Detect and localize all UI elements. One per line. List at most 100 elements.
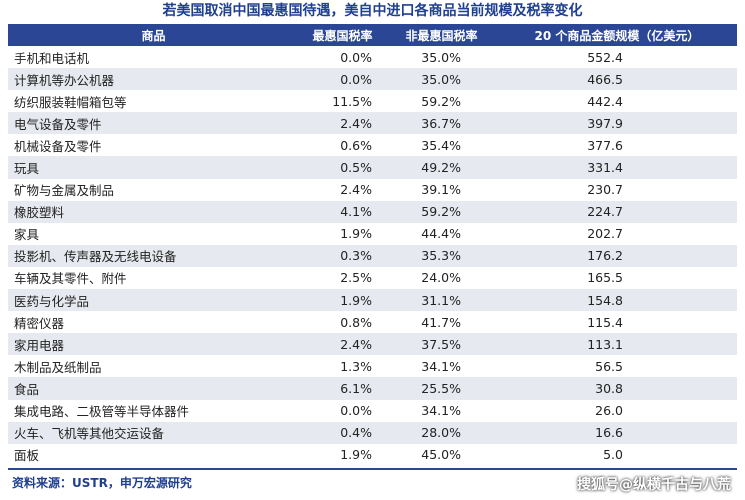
cell-import-value: 397.9	[587, 115, 623, 131]
cell-mfn-rate: 0.3%	[340, 248, 372, 264]
table-row: 家具 1.9% 44.4% 202.7	[8, 222, 737, 245]
cell-mfn-rate: 2.4%	[340, 115, 372, 131]
cell-product: 计算机等办公机器	[14, 72, 115, 88]
table-row: 纺织服装鞋帽箱包等 11.5% 59.2% 442.4	[8, 90, 737, 113]
table-row: 集成电路、二极管等半导体器件 0.0% 34.1% 26.0	[8, 399, 737, 422]
table-row: 计算机等办公机器 0.0% 35.0% 466.5	[8, 68, 737, 91]
table-row: 食品 6.1% 25.5% 30.8	[8, 377, 737, 400]
tariff-table: 商品 最惠国税率 非最惠国税率 20 个商品金额规模（亿美元） 手机和电话机 0.…	[8, 24, 737, 466]
cell-import-value: 30.8	[595, 380, 623, 396]
cell-non-mfn-rate: 28.0%	[421, 425, 461, 441]
cell-mfn-rate: 0.4%	[340, 425, 372, 441]
cell-product: 家具	[14, 227, 40, 243]
table-row: 精密仪器 0.8% 41.7% 115.4	[8, 311, 737, 334]
table-row: 矿物与金属及制品 2.4% 39.1% 230.7	[8, 178, 737, 201]
cell-import-value: 56.5	[595, 358, 623, 374]
cell-mfn-rate: 1.9%	[340, 226, 372, 242]
cell-product: 矿物与金属及制品	[14, 183, 115, 199]
header-non-mfn-rate: 非最惠国税率	[405, 28, 478, 43]
cell-non-mfn-rate: 35.0%	[421, 71, 461, 87]
cell-non-mfn-rate: 35.3%	[421, 248, 461, 264]
cell-non-mfn-rate: 49.2%	[421, 160, 461, 176]
cell-non-mfn-rate: 34.1%	[421, 403, 461, 419]
table-row: 木制品及纸制品 1.3% 34.1% 56.5	[8, 355, 737, 378]
cell-non-mfn-rate: 44.4%	[421, 226, 461, 242]
table-title: 若美国取消中国最惠国待遇，美自中进口各商品当前规模及税率变化	[162, 3, 583, 19]
cell-non-mfn-rate: 45.0%	[421, 447, 461, 463]
cell-mfn-rate: 1.3%	[340, 358, 372, 374]
cell-mfn-rate: 2.4%	[340, 182, 372, 198]
table-row: 橡胶塑料 4.1% 59.2% 224.7	[8, 200, 737, 223]
cell-product: 车辆及其零件、附件	[14, 271, 127, 287]
cell-non-mfn-rate: 36.7%	[421, 115, 461, 131]
table-row: 机械设备及零件 0.6% 35.4% 377.6	[8, 134, 737, 157]
cell-import-value: 154.8	[587, 292, 623, 308]
cell-product: 橡胶塑料	[14, 205, 65, 221]
cell-non-mfn-rate: 24.0%	[421, 270, 461, 286]
cell-import-value: 442.4	[587, 93, 623, 109]
table-bottom-rule	[8, 468, 737, 470]
cell-non-mfn-rate: 35.4%	[421, 137, 461, 153]
source-note: 资料来源：USTR，申万宏源研究	[12, 476, 192, 490]
table-row: 手机和电话机 0.0% 35.0% 552.4	[8, 46, 737, 69]
cell-non-mfn-rate: 59.2%	[421, 93, 461, 109]
cell-mfn-rate: 2.5%	[340, 270, 372, 286]
cell-non-mfn-rate: 34.1%	[421, 358, 461, 374]
cell-product: 集成电路、二极管等半导体器件	[14, 404, 190, 420]
cell-import-value: 26.0	[595, 403, 623, 419]
header-mfn-rate: 最惠国税率	[312, 28, 373, 43]
cell-mfn-rate: 11.5%	[332, 93, 372, 109]
cell-mfn-rate: 2.4%	[340, 336, 372, 352]
cell-import-value: 113.1	[587, 336, 623, 352]
cell-import-value: 165.5	[587, 270, 623, 286]
cell-product: 机械设备及零件	[14, 138, 102, 154]
cell-import-value: 230.7	[587, 182, 623, 198]
cell-non-mfn-rate: 39.1%	[421, 182, 461, 198]
cell-product: 木制品及纸制品	[14, 359, 102, 375]
cell-mfn-rate: 0.8%	[340, 314, 372, 330]
cell-non-mfn-rate: 37.5%	[421, 336, 461, 352]
cell-product: 精密仪器	[14, 315, 65, 331]
table-header-row: 商品 最惠国税率 非最惠国税率 20 个商品金额规模（亿美元）	[8, 24, 737, 46]
cell-mfn-rate: 1.9%	[340, 292, 372, 308]
cell-mfn-rate: 6.1%	[340, 380, 372, 396]
cell-product: 家用电器	[14, 337, 65, 353]
cell-non-mfn-rate: 41.7%	[421, 314, 461, 330]
cell-non-mfn-rate: 25.5%	[421, 380, 461, 396]
table-row: 火车、飞机等其他交运设备 0.4% 28.0% 16.6	[8, 421, 737, 444]
cell-import-value: 115.4	[587, 314, 623, 330]
cell-import-value: 552.4	[587, 49, 623, 65]
watermark: 搜狐号@纵横千古与八荒	[577, 477, 731, 493]
table-row: 家用电器 2.4% 37.5% 113.1	[8, 333, 737, 356]
cell-product: 电气设备及零件	[14, 116, 102, 132]
table-row: 医药与化学品 1.9% 31.1% 154.8	[8, 289, 737, 312]
table-row: 面板 1.9% 45.0% 5.0	[8, 443, 737, 466]
cell-import-value: 5.0	[603, 447, 623, 463]
cell-mfn-rate: 0.6%	[340, 137, 372, 153]
cell-import-value: 377.6	[587, 137, 623, 153]
cell-non-mfn-rate: 59.2%	[421, 204, 461, 220]
table-row: 车辆及其零件、附件 2.5% 24.0% 165.5	[8, 266, 737, 290]
cell-import-value: 466.5	[587, 71, 623, 87]
cell-mfn-rate: 0.0%	[340, 71, 372, 87]
cell-non-mfn-rate: 31.1%	[421, 292, 461, 308]
cell-product: 手机和电话机	[14, 50, 90, 66]
table-row: 玩具 0.5% 49.2% 331.4	[8, 156, 737, 179]
cell-product: 面板	[14, 448, 40, 464]
cell-import-value: 224.7	[587, 204, 623, 220]
table-row: 电气设备及零件 2.4% 36.7% 397.9	[8, 112, 737, 135]
header-import-value: 20 个商品金额规模（亿美元）	[534, 28, 700, 43]
cell-import-value: 202.7	[587, 226, 623, 242]
cell-product: 玩具	[14, 161, 40, 177]
cell-mfn-rate: 0.0%	[340, 403, 372, 419]
cell-mfn-rate: 1.9%	[340, 447, 372, 463]
cell-import-value: 331.4	[587, 160, 623, 176]
cell-mfn-rate: 4.1%	[340, 204, 372, 220]
cell-product: 纺织服装鞋帽箱包等	[14, 94, 127, 110]
cell-product: 火车、飞机等其他交运设备	[14, 426, 165, 442]
cell-product: 投影机、传声器及无线电设备	[14, 249, 177, 265]
cell-import-value: 176.2	[587, 248, 623, 264]
table-row: 投影机、传声器及无线电设备 0.3% 35.3% 176.2	[8, 244, 737, 267]
cell-product: 医药与化学品	[14, 293, 90, 309]
cell-non-mfn-rate: 35.0%	[421, 49, 461, 65]
